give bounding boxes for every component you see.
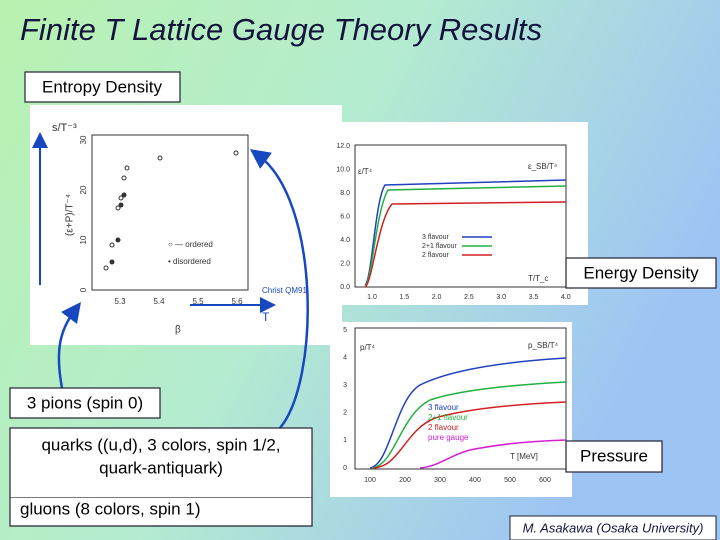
pressure-plot — [330, 322, 572, 497]
x-label: T [MeV] — [510, 452, 538, 461]
legend-entry: 3 flavour — [422, 234, 450, 241]
y-tick-label: 0.0 — [340, 284, 350, 291]
y-tick-label: 30 — [79, 135, 88, 144]
y-tick-label: 12.0 — [336, 143, 350, 150]
curve — [373, 401, 567, 469]
annotation: p_SB/T⁴ — [528, 341, 559, 350]
quarks-label: quarks ((u,d), 3 colors, spin 1/2, — [41, 435, 280, 454]
arrow — [249, 149, 309, 429]
quarks-label: quark-antiquark) — [99, 458, 223, 477]
x-tick-label: 500 — [504, 477, 516, 484]
x-tick-label: 300 — [434, 477, 446, 484]
plot-frame — [354, 327, 567, 470]
legend-entry: 2+1 flavour — [428, 413, 468, 422]
x-tick-label: 5.5 — [192, 297, 204, 306]
x-tick-label: 5.4 — [153, 297, 165, 306]
curve — [419, 439, 567, 469]
y-label: s/T⁻³ — [52, 122, 77, 134]
footer: M. Asakawa (Osaka University) — [523, 520, 704, 535]
y-tick-label: 0 — [79, 287, 88, 292]
y-tick-label: 5 — [343, 327, 347, 334]
legend-entry: 2+1 flavour — [422, 243, 457, 250]
legend-entry: 2 flavour — [428, 423, 459, 432]
x-tick-label: 1.5 — [399, 294, 409, 301]
points — [103, 150, 239, 271]
x-label: β — [175, 325, 181, 336]
energy-label: Energy Density — [583, 263, 699, 282]
x-tick-label: 2.5 — [464, 294, 474, 301]
y-label: ε/T⁴ — [358, 167, 373, 176]
plot-frame — [91, 134, 249, 291]
footer-box — [509, 515, 717, 540]
energy-plot — [325, 122, 588, 305]
pions-label: 3 pions (spin 0) — [27, 393, 143, 412]
plot-bg — [30, 105, 342, 345]
y-tick-label: 0 — [343, 465, 347, 472]
entropy-box — [24, 71, 181, 103]
y-tick-label: 10.0 — [336, 166, 350, 173]
curve — [364, 201, 567, 288]
energy-box — [565, 257, 717, 289]
y-tick-label: 8.0 — [340, 190, 350, 197]
legend-entry: • disordered — [168, 257, 211, 266]
y-tick-label: 10 — [79, 235, 88, 244]
x-label: T/T_c — [528, 274, 548, 283]
curve — [369, 357, 567, 469]
y-tick-label: 3 — [343, 382, 347, 389]
legend-entry: pure gauge — [428, 433, 469, 442]
x-tick-label: 2.0 — [432, 294, 442, 301]
legend-entry: 3 flavour — [428, 403, 459, 412]
x-tick-label: 5.3 — [114, 297, 126, 306]
x-tick-label: 100 — [364, 477, 376, 484]
y-tick-label: 20 — [79, 185, 88, 194]
x-tick-label: 3.0 — [496, 294, 506, 301]
legend-entry: 2 flavour — [422, 252, 450, 259]
x-tick-label: 400 — [469, 477, 481, 484]
x-tick-label: 1.0 — [367, 294, 377, 301]
y-label: p/T⁴ — [360, 343, 376, 352]
x-tick-label: 4.0 — [561, 294, 571, 301]
x-tick-label: 200 — [399, 477, 411, 484]
gluons-box — [9, 498, 313, 527]
y-label: (ε+P)/T⁻⁴ — [65, 194, 76, 236]
y-tick-label: 6.0 — [340, 213, 350, 220]
pressure-label: Pressure — [580, 446, 648, 465]
plot-frame — [354, 144, 567, 288]
pions-box — [9, 387, 161, 419]
plot-bg — [325, 122, 588, 305]
x-tick-label: 3.5 — [529, 294, 539, 301]
x-tick-label: 600 — [539, 477, 551, 484]
y-tick-label: 4.0 — [340, 237, 350, 244]
title: Finite T Lattice Gauge Theory Results — [20, 12, 542, 47]
legend-entry: ○ — ordered — [168, 240, 213, 249]
credit: Christ QM91 — [262, 286, 307, 295]
pressure-box — [565, 440, 663, 473]
y-tick-label: 1 — [343, 437, 347, 444]
y-tick-label: 4 — [343, 354, 347, 361]
y-tick-label: 2.0 — [340, 260, 350, 267]
annotation: ε_SB/T⁴ — [528, 162, 558, 171]
entropy-label: Entropy Density — [42, 77, 162, 96]
curve — [371, 381, 567, 469]
arrow — [57, 301, 81, 389]
gluons-label: gluons (8 colors, spin 1) — [20, 499, 200, 518]
quarks-box — [9, 427, 313, 499]
x-tick-label: 5.6 — [231, 297, 243, 306]
y-tick-label: 2 — [343, 410, 347, 417]
entropy-plot — [30, 105, 342, 345]
x-label: T — [262, 310, 270, 324]
